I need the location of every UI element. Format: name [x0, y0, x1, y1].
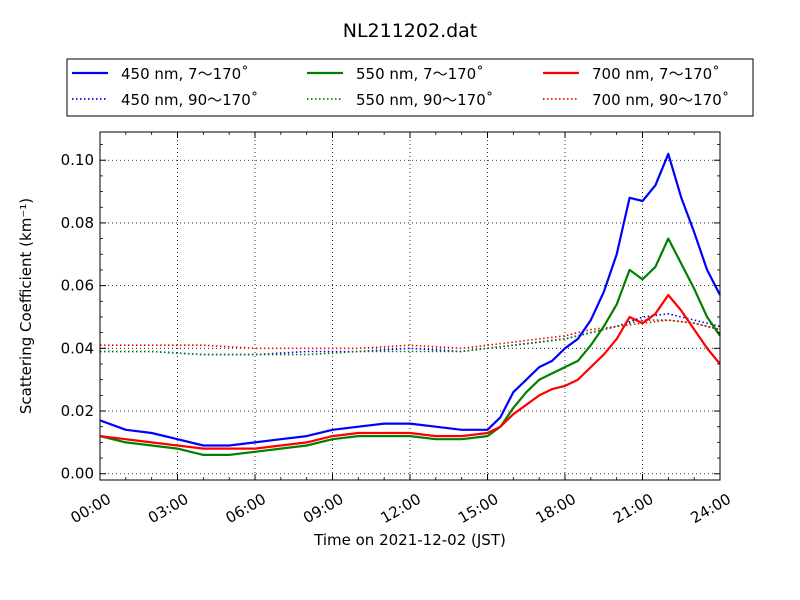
legend-label: 700 nm, 90～170˚ — [592, 91, 729, 109]
series-line — [99, 152, 721, 447]
y-tick-label: 0.08 — [61, 214, 94, 232]
legend-label: 700 nm, 7～170˚ — [592, 65, 720, 83]
series-line — [99, 293, 721, 450]
legend-label: 550 nm, 90～170˚ — [356, 91, 493, 109]
y-tick-label: 0.00 — [61, 465, 94, 483]
legend-box — [66, 58, 754, 117]
y-tick-label: 0.04 — [61, 339, 94, 357]
y-axis-label: Scattering Coefficient (km⁻¹) — [17, 198, 35, 414]
series-line — [100, 319, 721, 350]
series-line — [100, 319, 721, 356]
legend-label: 450 nm, 90～170˚ — [121, 91, 258, 109]
y-tick-label: 0.02 — [61, 402, 94, 420]
x-axis-label: Time on 2021-12-02 (JST) — [313, 531, 506, 549]
series-line — [99, 237, 721, 456]
series-layer — [99, 152, 721, 456]
y-tick-label: 0.06 — [61, 277, 94, 295]
legend-label: 550 nm, 7～170˚ — [356, 65, 484, 83]
grid — [100, 132, 720, 480]
y-tick-label: 0.10 — [61, 151, 94, 169]
chart-title: NL211202.dat — [343, 20, 478, 42]
legend: 450 nm, 7～170˚ 550 nm, 7～170˚ 700 nm, 7～17… — [66, 58, 754, 117]
legend-label: 450 nm, 7～170˚ — [121, 65, 249, 83]
y-axis: 0.00 0.02 0.04 0.06 0.08 0.10 — [61, 144, 720, 483]
